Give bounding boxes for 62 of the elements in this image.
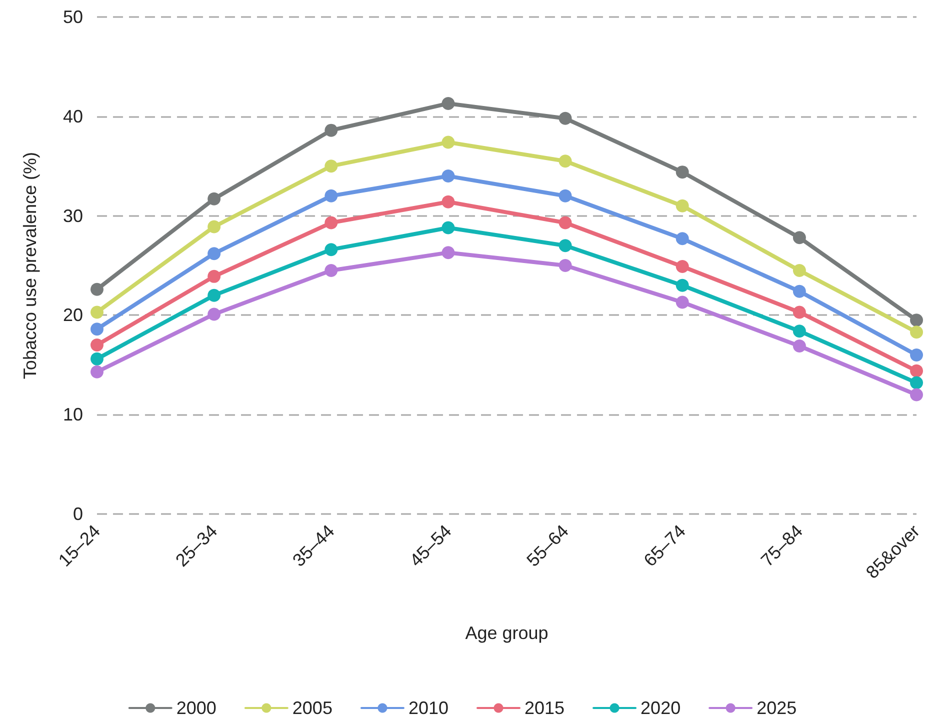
point	[558, 216, 572, 230]
point	[792, 306, 806, 319]
point	[208, 270, 221, 283]
point	[910, 388, 924, 402]
point	[90, 306, 104, 319]
point	[792, 231, 806, 244]
point	[208, 220, 221, 234]
point	[910, 364, 924, 378]
legend-label: 2000	[176, 698, 216, 718]
y-tick-label: 0	[72, 504, 83, 524]
point	[558, 154, 572, 168]
point	[676, 260, 689, 273]
y-axis-title: Tobacco use prevalence (%)	[20, 152, 40, 380]
point	[442, 170, 455, 183]
point	[442, 221, 455, 234]
legend-label: 2015	[524, 698, 565, 718]
point	[558, 239, 572, 252]
point	[558, 112, 572, 125]
point	[910, 326, 924, 339]
point	[442, 96, 455, 110]
point	[676, 166, 689, 179]
x-axis-title: Age group	[465, 623, 548, 643]
point	[558, 259, 572, 272]
point	[676, 232, 689, 246]
point	[910, 314, 924, 327]
point	[324, 243, 338, 256]
point	[324, 216, 338, 230]
point	[324, 160, 338, 173]
point	[676, 296, 689, 309]
point	[208, 288, 221, 302]
y-tick-label: 30	[62, 206, 83, 226]
point	[324, 124, 338, 137]
point	[90, 338, 104, 352]
point	[90, 365, 104, 378]
point	[910, 348, 924, 362]
legend-label: 2020	[640, 698, 681, 718]
y-tick-label: 10	[62, 404, 83, 425]
point	[442, 195, 455, 208]
point	[90, 352, 104, 366]
point	[324, 264, 338, 277]
legend-label: 2010	[408, 698, 449, 718]
point	[676, 199, 689, 212]
y-tick-label: 40	[62, 106, 83, 126]
point	[792, 284, 806, 298]
y-tick-label: 50	[62, 7, 83, 27]
point	[792, 340, 806, 353]
point	[792, 264, 806, 277]
legend-label: 2025	[756, 698, 797, 718]
point	[442, 136, 455, 149]
point	[792, 324, 806, 338]
point	[676, 278, 689, 292]
point	[208, 308, 221, 321]
point	[90, 282, 104, 296]
point	[558, 189, 572, 202]
y-tick-label: 20	[62, 305, 83, 326]
point	[208, 192, 221, 206]
point	[90, 322, 104, 336]
point	[442, 246, 455, 260]
point	[910, 376, 924, 390]
legend-label: 2005	[292, 698, 332, 718]
point	[324, 189, 338, 202]
point	[208, 247, 221, 260]
